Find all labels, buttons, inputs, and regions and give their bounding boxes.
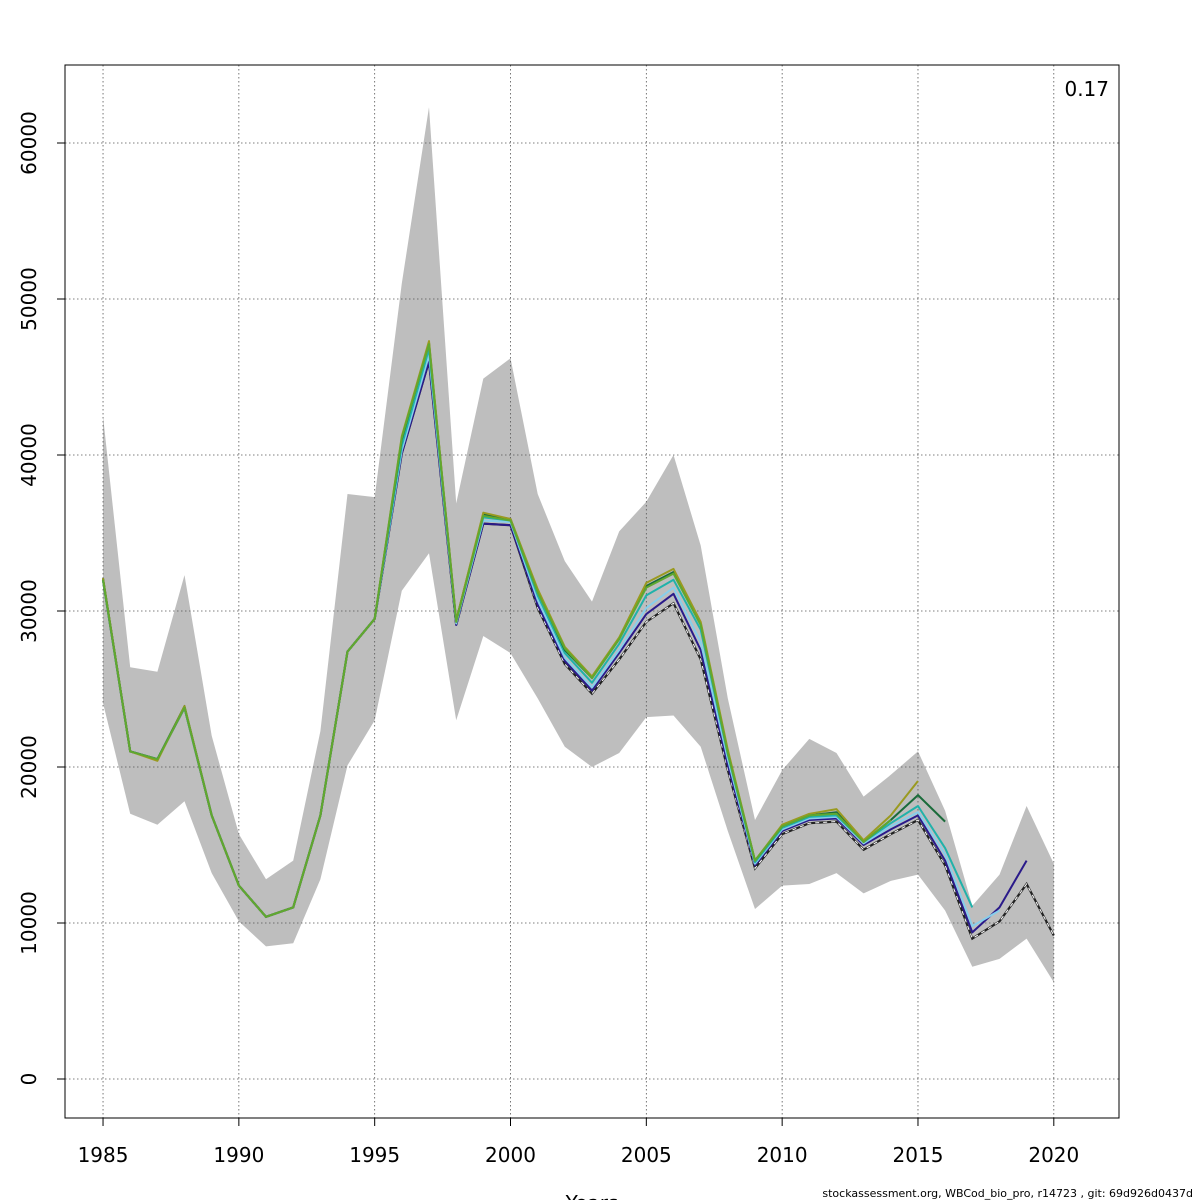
annotation-value: 0.17 bbox=[1064, 77, 1109, 101]
x-axis-title: Years bbox=[565, 1191, 619, 1200]
y-tick-label: 30000 bbox=[17, 579, 41, 643]
confidence-band bbox=[103, 107, 1054, 983]
y-tick-label: 50000 bbox=[17, 267, 41, 331]
x-tick-label: 2000 bbox=[485, 1143, 536, 1167]
y-tick-label: 40000 bbox=[17, 423, 41, 487]
x-tick-label: 2015 bbox=[893, 1143, 944, 1167]
y-tick-label: 0 bbox=[17, 1073, 41, 1086]
x-tick-label: 1990 bbox=[213, 1143, 264, 1167]
series-layer bbox=[101, 340, 1055, 941]
confidence-band-layer bbox=[103, 107, 1054, 983]
series-line-7 bbox=[102, 343, 892, 918]
grid-layer bbox=[65, 65, 1119, 1118]
x-tick-label: 1985 bbox=[78, 1143, 129, 1167]
x-tick-label: 2005 bbox=[621, 1143, 672, 1167]
x-tick-label: 2020 bbox=[1028, 1143, 1079, 1167]
y-tick-label: 60000 bbox=[17, 111, 41, 175]
y-tick-label: 20000 bbox=[17, 735, 41, 799]
axis-layer: 1985 1990 1995 2000 2005 2010 2015 2020 0 10000 20… bbox=[17, 111, 1079, 1167]
x-tick-label: 1995 bbox=[349, 1143, 400, 1167]
y-tick-label: 10000 bbox=[17, 891, 41, 955]
x-tick-label: 2010 bbox=[757, 1143, 808, 1167]
plot-frame bbox=[64, 64, 1120, 1119]
footer-credit: stockassessment.org, WBCod_bio_pro, r147… bbox=[822, 1187, 1193, 1200]
